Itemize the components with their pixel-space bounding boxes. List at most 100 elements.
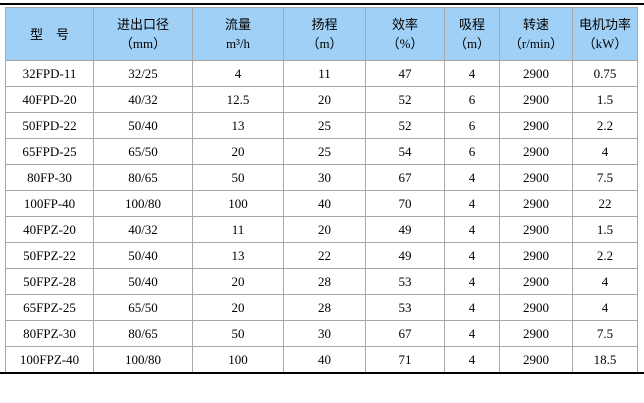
model-cell: 50FPZ-28 <box>5 268 94 295</box>
table-row: 65FPZ-25 65/50 20 28 53 4 2900 4 <box>5 294 638 321</box>
value-cell: 100/80 <box>93 190 193 217</box>
value-cell: 2.2 <box>572 112 638 139</box>
value-cell: 20 <box>192 138 284 165</box>
value-cell: 40/32 <box>93 86 193 113</box>
value-cell: 100 <box>192 346 284 373</box>
table-row: 50FPZ-28 50/40 20 28 53 4 2900 4 <box>5 268 638 295</box>
column-header-label: 进出口径 <box>116 17 169 32</box>
value-cell: 32/25 <box>93 60 193 87</box>
value-cell: 80/65 <box>93 320 193 347</box>
value-cell: 20 <box>283 86 366 113</box>
value-cell: 6 <box>444 138 500 165</box>
model-cell: 50FPZ-22 <box>5 242 94 269</box>
column-header-label: 流量 <box>224 17 251 32</box>
value-cell: 4 <box>572 138 638 165</box>
value-cell: 4 <box>444 190 500 217</box>
top-rule <box>0 3 644 5</box>
value-cell: 4 <box>444 242 500 269</box>
table-row: 100FPZ-40 100/80 100 40 71 4 2900 18.5 <box>5 346 638 373</box>
value-cell: 4 <box>572 268 638 295</box>
value-cell: 50 <box>192 164 284 191</box>
value-cell: 65/50 <box>93 138 193 165</box>
column-header-unit: （m） <box>453 36 491 51</box>
table-row: 50FPZ-22 50/40 13 22 49 4 2900 2.2 <box>5 242 638 269</box>
value-cell: 67 <box>365 164 445 191</box>
value-cell: 11 <box>192 216 284 243</box>
value-cell: 40 <box>283 346 366 373</box>
value-cell: 50/40 <box>93 242 193 269</box>
column-header: 流量 m³/h <box>192 7 284 61</box>
value-cell: 1.5 <box>572 86 638 113</box>
value-cell: 20 <box>192 268 284 295</box>
value-cell: 28 <box>283 294 366 321</box>
value-cell: 2900 <box>499 86 573 113</box>
value-cell: 13 <box>192 112 284 139</box>
column-header-label: 吸程 <box>458 17 485 32</box>
model-cell: 50FPD-22 <box>5 112 94 139</box>
column-header: 转速 （r/min） <box>499 7 573 61</box>
model-cell: 32FPD-11 <box>5 60 94 87</box>
value-cell: 40/32 <box>93 216 193 243</box>
table-row: 100FP-40 100/80 100 40 70 4 2900 22 <box>5 190 638 217</box>
table-row: 80FPZ-30 80/65 50 30 67 4 2900 7.5 <box>5 320 638 347</box>
value-cell: 2900 <box>499 138 573 165</box>
pump-spec-table: 型 号 进出口径 （mm） 流量 m³/h 扬程 （m） 效率 （%） 吸程 （m） 转速 （r/min… <box>5 7 638 373</box>
table-header: 型 号 进出口径 （mm） 流量 m³/h 扬程 （m） 效率 （%） 吸程 （m） 转速 （r/min… <box>5 7 638 61</box>
model-cell: 40FPD-20 <box>5 86 94 113</box>
column-header: 吸程 （m） <box>444 7 500 61</box>
value-cell: 47 <box>365 60 445 87</box>
column-header-label: 转速 <box>522 17 549 32</box>
column-header-label: 电机功率 <box>578 17 631 32</box>
value-cell: 30 <box>283 320 366 347</box>
model-cell: 100FP-40 <box>5 190 94 217</box>
header-row: 型 号 进出口径 （mm） 流量 m³/h 扬程 （m） 效率 （%） 吸程 （m） 转速 （r/min… <box>5 7 638 61</box>
bottom-rule <box>0 372 644 374</box>
column-header-unit: （kW） <box>582 36 628 51</box>
value-cell: 49 <box>365 216 445 243</box>
table-row: 80FP-30 80/65 50 30 67 4 2900 7.5 <box>5 164 638 191</box>
value-cell: 4 <box>444 164 500 191</box>
value-cell: 13 <box>192 242 284 269</box>
value-cell: 40 <box>283 190 366 217</box>
value-cell: 30 <box>283 164 366 191</box>
value-cell: 22 <box>283 242 366 269</box>
value-cell: 67 <box>365 320 445 347</box>
value-cell: 2900 <box>499 242 573 269</box>
table-row: 40FPZ-20 40/32 11 20 49 4 2900 1.5 <box>5 216 638 243</box>
column-header: 型 号 <box>5 7 94 61</box>
column-header-label: 扬程 <box>311 17 338 32</box>
value-cell: 28 <box>283 268 366 295</box>
value-cell: 18.5 <box>572 346 638 373</box>
column-header-label: 效率 <box>391 17 418 32</box>
value-cell: 50/40 <box>93 112 193 139</box>
value-cell: 2900 <box>499 164 573 191</box>
value-cell: 25 <box>283 138 366 165</box>
model-cell: 40FPZ-20 <box>5 216 94 243</box>
value-cell: 4 <box>444 346 500 373</box>
value-cell: 7.5 <box>572 320 638 347</box>
value-cell: 52 <box>365 112 445 139</box>
column-header-unit: （r/min） <box>508 36 564 51</box>
value-cell: 2900 <box>499 112 573 139</box>
table-row: 50FPD-22 50/40 13 25 52 6 2900 2.2 <box>5 112 638 139</box>
model-cell: 80FP-30 <box>5 164 94 191</box>
value-cell: 11 <box>283 60 366 87</box>
value-cell: 4 <box>444 216 500 243</box>
value-cell: 50/40 <box>93 268 193 295</box>
column-header-unit: m³/h <box>225 36 251 51</box>
value-cell: 20 <box>283 216 366 243</box>
value-cell: 49 <box>365 242 445 269</box>
table-row: 32FPD-11 32/25 4 11 47 4 2900 0.75 <box>5 60 638 87</box>
value-cell: 6 <box>444 112 500 139</box>
column-header-label: 型 号 <box>29 26 69 42</box>
table-body: 32FPD-11 32/25 4 11 47 4 2900 0.75 40FPD-20 40/32… <box>5 60 638 373</box>
value-cell: 2900 <box>499 346 573 373</box>
value-cell: 4 <box>444 320 500 347</box>
value-cell: 50 <box>192 320 284 347</box>
value-cell: 2900 <box>499 268 573 295</box>
value-cell: 4 <box>572 294 638 321</box>
value-cell: 53 <box>365 294 445 321</box>
column-header: 效率 （%） <box>365 7 445 61</box>
table-row: 40FPD-20 40/32 12.5 20 52 6 2900 1.5 <box>5 86 638 113</box>
value-cell: 2900 <box>499 216 573 243</box>
